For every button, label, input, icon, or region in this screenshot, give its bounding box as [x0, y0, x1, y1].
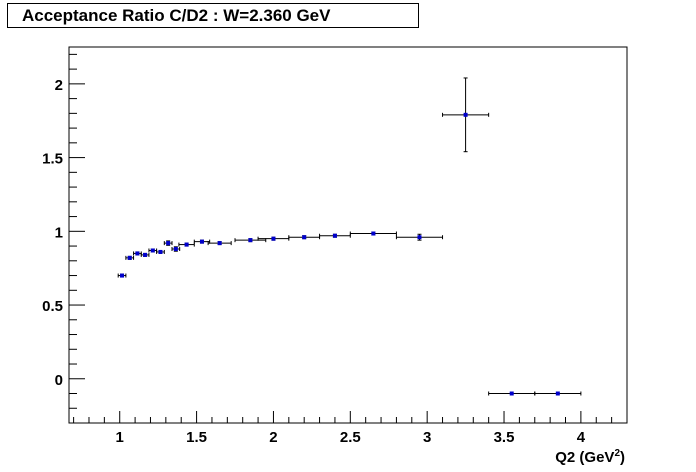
plot-frame — [68, 46, 628, 424]
x-tick-label: 3.5 — [494, 429, 515, 446]
data-marker — [166, 241, 171, 246]
y-tick-label: 1.5 — [42, 151, 63, 168]
chart-title: Acceptance Ratio C/D2 : W=2.360 GeV — [7, 3, 419, 28]
y-tick-label: 0 — [55, 372, 63, 389]
data-point — [488, 391, 536, 396]
data-marker — [120, 273, 125, 278]
data-marker — [158, 249, 163, 254]
data-point — [319, 233, 351, 238]
data-point — [178, 242, 195, 247]
data-marker — [463, 112, 468, 117]
data-point — [395, 233, 444, 241]
y-tick-label: 0.5 — [42, 298, 63, 315]
data-point — [171, 246, 181, 252]
data-marker — [555, 391, 560, 396]
data-point — [133, 251, 142, 256]
data-point — [193, 239, 211, 244]
x-axis-label-main: Q2 (GeV — [555, 449, 614, 466]
data-marker — [271, 236, 276, 241]
data-point — [163, 240, 173, 246]
data-point — [125, 255, 135, 260]
data-marker — [173, 247, 178, 252]
x-tick-label: 1.5 — [186, 429, 207, 446]
data-point — [534, 391, 582, 396]
data-marker — [127, 255, 132, 260]
data-marker — [371, 231, 376, 236]
x-axis-label-tail: ) — [620, 449, 625, 466]
data-marker — [217, 241, 222, 246]
x-axis-label-superscript: 2 — [614, 448, 620, 459]
x-axis: 1 1.5 2 2.5 3 3.5 4 — [73, 411, 628, 446]
data-marker — [184, 242, 189, 247]
x-tick-label: 3 — [423, 429, 431, 446]
data-marker — [143, 252, 148, 257]
y-tick-label: 1 — [55, 224, 63, 241]
data-marker — [135, 251, 140, 256]
y-tick-label: 2 — [55, 77, 63, 94]
y-axis: 0 0.5 1 1.5 2 — [42, 53, 85, 424]
data-marker — [199, 239, 204, 244]
data-point — [148, 248, 158, 253]
data-point — [207, 241, 232, 246]
data-point — [156, 249, 165, 254]
data-marker — [509, 391, 514, 396]
data-point — [234, 238, 267, 243]
data-point — [349, 231, 397, 236]
x-axis-label: Q2 (GeV2) — [555, 448, 625, 466]
data-series — [117, 77, 582, 396]
data-marker — [417, 235, 422, 240]
x-tick-label: 2 — [269, 429, 277, 446]
data-marker — [150, 248, 155, 253]
x-tick-label: 4 — [577, 429, 586, 446]
data-marker — [302, 235, 307, 240]
x-tick-label: 2.5 — [340, 429, 361, 446]
data-point — [442, 77, 490, 153]
data-point — [117, 273, 127, 278]
data-marker — [248, 238, 253, 243]
data-marker — [332, 233, 337, 238]
data-point — [140, 252, 150, 257]
data-point — [288, 235, 321, 240]
x-tick-label: 1 — [116, 429, 124, 446]
